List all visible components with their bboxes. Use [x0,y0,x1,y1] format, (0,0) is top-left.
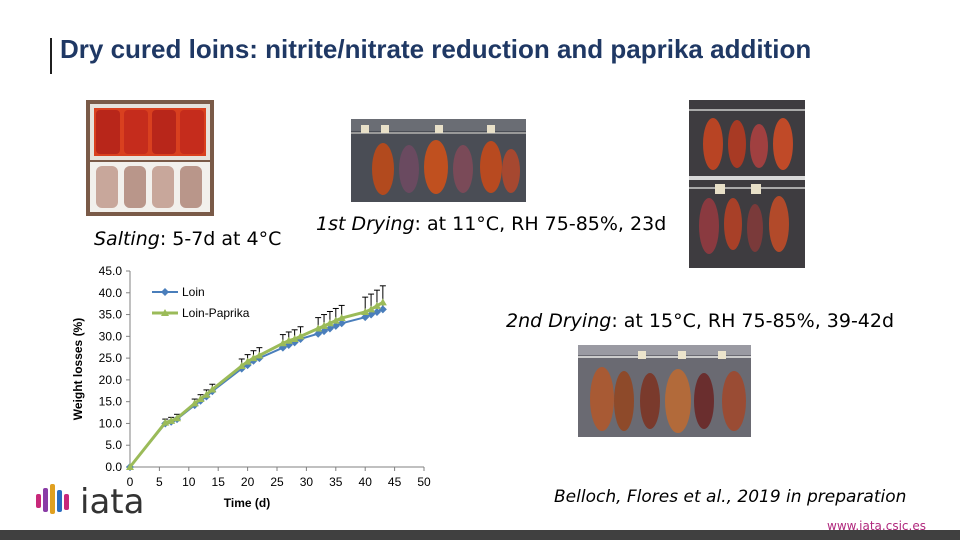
data-point-loin-paprika [325,319,334,327]
legend-label: Loin-Paprika [182,306,250,320]
bottom-bar [0,530,960,540]
data-point-loin-paprika [237,361,246,369]
salting-caption: Salting: 5-7d at 4°C [94,228,281,250]
series-line-loin [129,308,384,468]
data-point-loin-paprika [173,414,182,422]
second-drying-caption-text: : at 15°C, RH 75-85%, 39-42d [611,310,895,332]
y-tick-label: 10.0 [99,416,123,430]
data-point-loin-paprika [367,305,376,313]
y-tick-label: 20.0 [99,373,123,387]
data-point-loin [331,321,340,330]
second-drying-caption: 2nd Drying: at 15°C, RH 75-85%, 39-42d [506,310,894,332]
data-point-loin [320,327,329,336]
first-drying-caption-label: 1st Drying [316,213,415,235]
data-point-loin-paprika [126,463,134,470]
data-point-loin [325,324,334,333]
data-point-loin-paprika [167,416,176,424]
x-tick-label: 30 [300,475,314,489]
x-tick-label: 10 [182,475,196,489]
y-tick-label: 30.0 [99,329,123,343]
x-tick-label: 35 [329,475,343,489]
y-tick-label: 15.0 [99,395,123,409]
data-point-loin-paprika [243,357,252,365]
drying-chamber-photo [689,100,805,268]
data-point-loin [314,329,323,338]
data-point-loin-paprika [331,316,340,324]
data-point-loin-paprika [296,332,305,340]
x-tick-label: 5 [156,475,163,489]
data-point-loin-paprika [208,385,217,393]
iata-logo: iata [36,482,176,527]
y-tick-label: 40.0 [99,286,123,300]
weight-loss-chart: 0.0 5.0 10.0 15.0 20.0 25.0 30.0 35.0 40.0 45.0 0 5… [71,264,431,510]
reference-citation: Belloch, Flores et al., 2019 in preparat… [554,487,907,507]
series-line-loin-paprika [128,301,384,468]
legend-label: Loin [182,285,205,299]
data-point-loin-paprika [190,399,199,407]
data-point-loin-paprika [314,324,323,332]
data-point-loin-paprika [372,301,381,309]
x-tick-label: 0 [127,475,134,489]
data-point-loin [337,319,346,328]
salting-caption-label: Salting [94,228,160,250]
data-point-loin-paprika [202,390,211,398]
x-tick-label: 15 [212,475,226,489]
data-point-loin [372,307,381,316]
data-point-loin-paprika [361,307,370,315]
first-drying-caption-text: : at 11°C, RH 75-85%, 23d [414,213,667,235]
y-tick-label: 45.0 [99,264,123,278]
salting-caption-text: : 5-7d at 4°C [159,228,282,250]
title-accent-bar [50,38,52,74]
first-drying-caption: 1st Drying: at 11°C, RH 75-85%, 23d [316,213,666,235]
data-point-loin-paprika [290,334,299,342]
y-tick-label: 0.0 [105,460,122,474]
data-point-loin-paprika [249,354,258,362]
data-point-loin [361,313,370,322]
x-tick-label: 20 [241,475,255,489]
data-point-loin-paprika [255,351,264,359]
legend-marker [161,288,169,296]
x-tick-label: 50 [417,475,431,489]
y-tick-label: 5.0 [105,438,122,452]
logo-text: iata [80,482,144,522]
second-drying-photo [578,345,751,437]
legend-marker [161,309,169,316]
data-point-loin-paprika [378,298,387,306]
x-tick-label: 25 [270,475,284,489]
first-drying-photo [351,119,526,202]
x-tick-label: 45 [388,475,402,489]
website-url[interactable]: www.iata.csic.es [827,519,926,533]
data-point-loin-paprika [320,321,329,329]
salting-photo [86,100,214,216]
data-point-loin [378,305,387,314]
x-axis-label: Time (d) [224,496,270,510]
data-point-loin-paprika [337,314,346,322]
data-point-loin-paprika [196,395,205,403]
data-point-loin-paprika [278,339,287,347]
second-drying-caption-label: 2nd Drying [506,310,612,332]
y-tick-label: 25.0 [99,351,123,365]
data-point-loin [367,310,376,319]
slide-title: Dry cured loins: nitrite/nitrate reducti… [60,34,812,64]
x-tick-label: 40 [359,475,373,489]
y-tick-label: 35.0 [99,308,123,322]
y-axis-label: Weight losses (%) [71,318,85,420]
